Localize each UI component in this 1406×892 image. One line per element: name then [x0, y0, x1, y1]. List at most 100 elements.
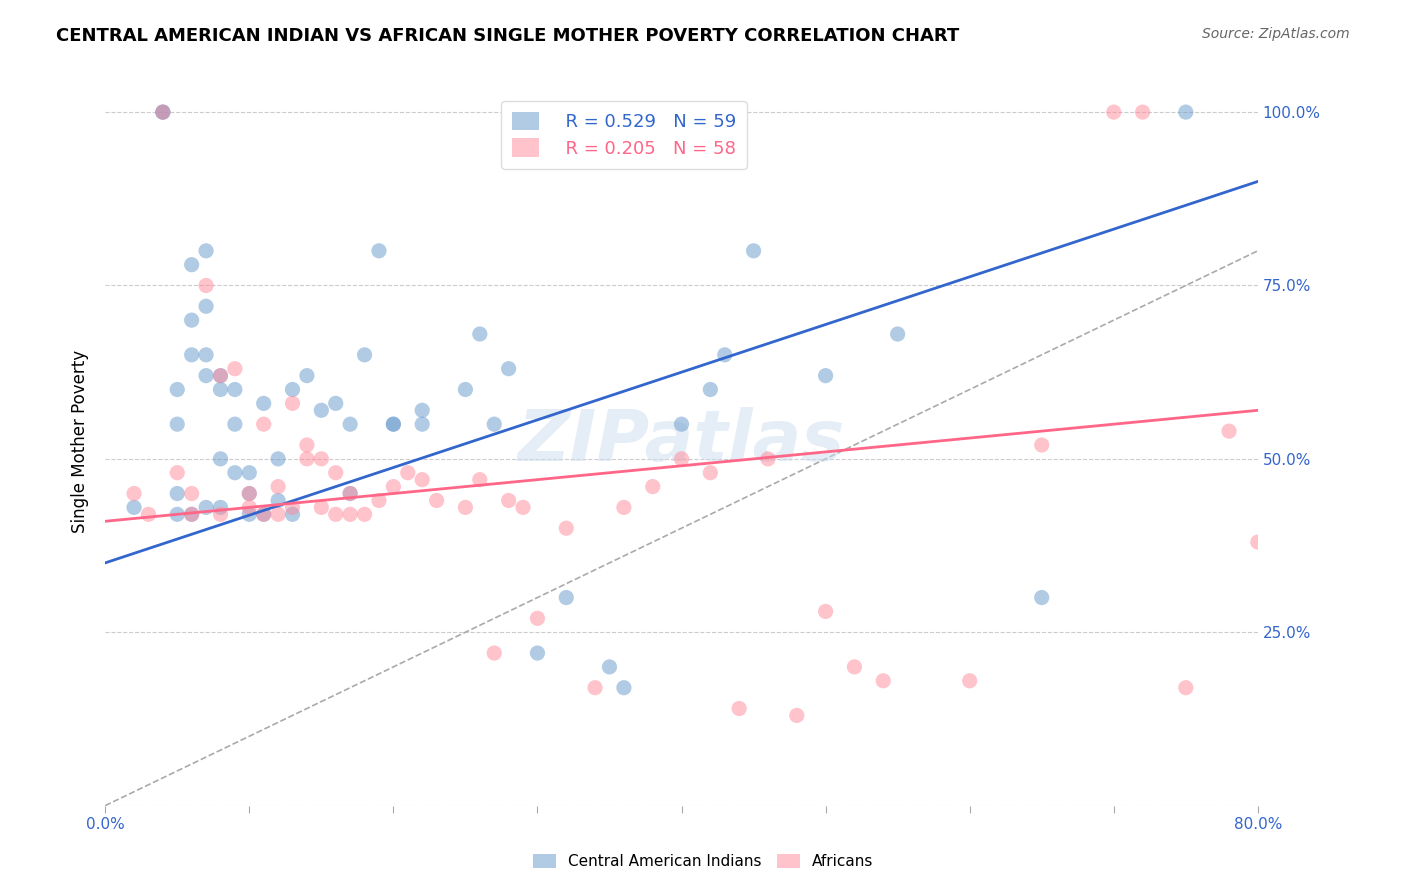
Africans	[209, 368, 232, 383]
Central American Indians	[224, 417, 246, 432]
Africans	[195, 278, 218, 293]
Africans	[756, 451, 779, 466]
Central American Indians	[166, 508, 188, 522]
Central American Indians	[555, 591, 578, 605]
Central American Indians	[166, 486, 188, 500]
Central American Indians	[526, 646, 548, 660]
Central American Indians	[267, 451, 290, 466]
Africans	[325, 466, 347, 480]
Central American Indians	[209, 383, 232, 397]
Africans	[671, 451, 693, 466]
Africans	[1218, 424, 1240, 438]
Africans	[281, 396, 304, 410]
Central American Indians	[325, 396, 347, 410]
Central American Indians	[166, 417, 188, 432]
Central American Indians	[209, 451, 232, 466]
Central American Indians	[195, 368, 218, 383]
Central American Indians	[1174, 105, 1197, 120]
Central American Indians	[353, 348, 375, 362]
Africans	[1031, 438, 1053, 452]
Africans	[959, 673, 981, 688]
Central American Indians	[295, 368, 318, 383]
Central American Indians	[253, 396, 276, 410]
Text: CENTRAL AMERICAN INDIAN VS AFRICAN SINGLE MOTHER POVERTY CORRELATION CHART: CENTRAL AMERICAN INDIAN VS AFRICAN SINGL…	[56, 27, 959, 45]
Africans	[613, 500, 636, 515]
Legend:   R = 0.529   N = 59,   R = 0.205   N = 58: R = 0.529 N = 59, R = 0.205 N = 58	[501, 101, 747, 169]
Africans	[814, 604, 837, 618]
Africans	[728, 701, 751, 715]
Africans	[238, 486, 260, 500]
Central American Indians	[209, 500, 232, 515]
Central American Indians	[411, 417, 433, 432]
Central American Indians	[195, 299, 218, 313]
Africans	[1275, 417, 1298, 432]
Africans	[138, 508, 160, 522]
Africans	[267, 480, 290, 494]
Central American Indians	[699, 383, 721, 397]
Africans	[209, 508, 232, 522]
Central American Indians	[152, 105, 174, 120]
Central American Indians	[180, 348, 202, 362]
Africans	[152, 105, 174, 120]
Central American Indians	[484, 417, 506, 432]
Central American Indians	[195, 348, 218, 362]
Africans	[281, 500, 304, 515]
Central American Indians	[454, 383, 477, 397]
Central American Indians	[339, 417, 361, 432]
Africans	[224, 361, 246, 376]
Africans	[122, 486, 145, 500]
Central American Indians	[180, 508, 202, 522]
Central American Indians	[122, 500, 145, 515]
Central American Indians	[267, 493, 290, 508]
Central American Indians	[238, 486, 260, 500]
Central American Indians	[152, 105, 174, 120]
Africans	[1247, 535, 1270, 549]
Central American Indians	[411, 403, 433, 417]
Central American Indians	[742, 244, 765, 258]
Africans	[468, 473, 491, 487]
Africans	[872, 673, 894, 688]
Africans	[498, 493, 520, 508]
Africans	[267, 508, 290, 522]
Africans	[180, 508, 202, 522]
Africans	[295, 451, 318, 466]
Africans	[368, 493, 391, 508]
Central American Indians	[613, 681, 636, 695]
Central American Indians	[180, 258, 202, 272]
Africans	[426, 493, 449, 508]
Africans	[253, 508, 276, 522]
Africans	[583, 681, 606, 695]
Central American Indians	[886, 326, 908, 341]
Central American Indians	[195, 500, 218, 515]
Central American Indians	[339, 486, 361, 500]
Africans	[454, 500, 477, 515]
Africans	[1174, 681, 1197, 695]
Central American Indians	[1031, 591, 1053, 605]
Legend: Central American Indians, Africans: Central American Indians, Africans	[527, 848, 879, 875]
Africans	[786, 708, 808, 723]
Central American Indians	[498, 361, 520, 376]
Central American Indians	[224, 383, 246, 397]
Africans	[1132, 105, 1154, 120]
Central American Indians	[382, 417, 405, 432]
Africans	[699, 466, 721, 480]
Central American Indians	[671, 417, 693, 432]
Central American Indians	[598, 660, 620, 674]
Text: ZIPatlas: ZIPatlas	[517, 407, 845, 476]
Africans	[253, 417, 276, 432]
Central American Indians	[468, 326, 491, 341]
Africans	[311, 451, 333, 466]
Central American Indians	[166, 383, 188, 397]
Africans	[484, 646, 506, 660]
Central American Indians	[281, 508, 304, 522]
Africans	[396, 466, 419, 480]
Africans	[339, 508, 361, 522]
Y-axis label: Single Mother Poverty: Single Mother Poverty	[72, 350, 89, 533]
Central American Indians	[311, 403, 333, 417]
Text: Source: ZipAtlas.com: Source: ZipAtlas.com	[1202, 27, 1350, 41]
Africans	[641, 480, 664, 494]
Central American Indians	[253, 508, 276, 522]
Central American Indians	[238, 466, 260, 480]
Africans	[1102, 105, 1125, 120]
Africans	[325, 508, 347, 522]
